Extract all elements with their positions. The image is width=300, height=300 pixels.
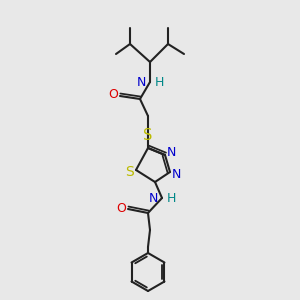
Text: H: H: [155, 76, 164, 88]
Text: N: N: [171, 167, 181, 181]
Text: N: N: [166, 146, 176, 160]
Text: N: N: [136, 76, 146, 88]
Text: S: S: [124, 165, 134, 179]
Text: O: O: [108, 88, 118, 101]
Text: S: S: [143, 128, 153, 143]
Text: H: H: [167, 191, 176, 205]
Text: N: N: [148, 191, 158, 205]
Text: O: O: [116, 202, 126, 214]
